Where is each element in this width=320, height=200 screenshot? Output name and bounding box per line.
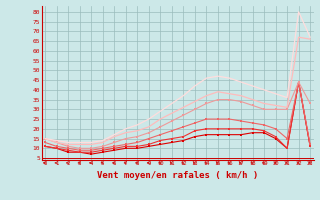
X-axis label: Vent moyen/en rafales ( km/h ): Vent moyen/en rafales ( km/h )	[97, 171, 258, 180]
